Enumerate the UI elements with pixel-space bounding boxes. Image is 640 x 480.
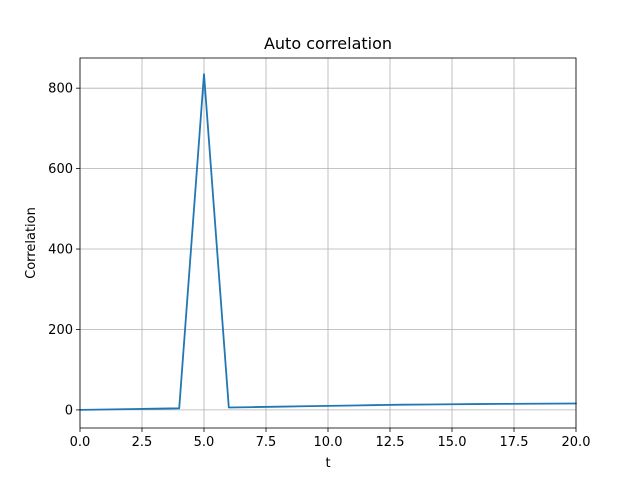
chart-title: Auto correlation [264,34,392,53]
y-tick-label: 0 [65,403,73,418]
x-axis: 0.0 2.5 5.0 7.5 10.0 12.5 15.0 17.5 20.0 [70,428,591,450]
x-tick-label: 0.0 [70,435,91,450]
x-tick-label: 17.5 [500,435,529,450]
x-tick-label: 12.5 [376,435,405,450]
x-tick-label: 2.5 [132,435,153,450]
y-tick-label: 800 [48,82,73,97]
x-tick-label: 10.0 [314,435,343,450]
x-tick-label: 20.0 [562,435,591,450]
y-axis: 0 200 400 600 800 [48,82,80,418]
grid [79,58,577,428]
y-tick-label: 200 [48,323,73,338]
x-tick-label: 15.0 [438,435,467,450]
y-tick-label: 600 [48,162,73,177]
x-axis-label: t [325,456,330,471]
series-line-0 [79,73,577,411]
y-tick-label: 400 [48,243,73,258]
x-tick-label: 5.0 [194,435,215,450]
series-layer [79,73,577,411]
y-axis-label: Correlation [24,207,39,279]
x-tick-label: 7.5 [256,435,277,450]
